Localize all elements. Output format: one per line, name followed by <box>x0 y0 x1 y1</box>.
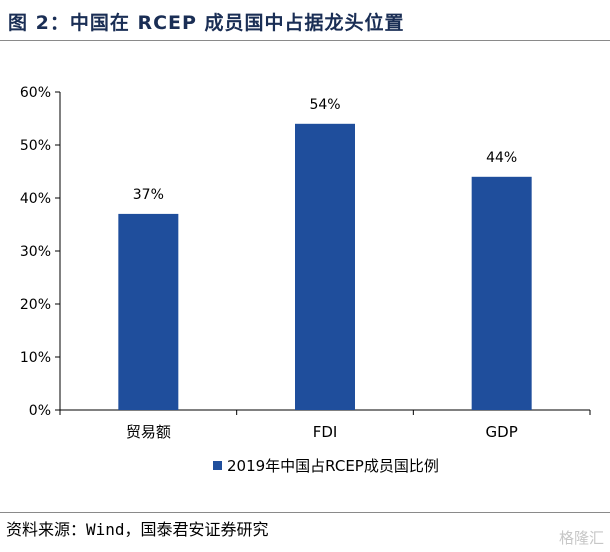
y-tick-label: 20% <box>20 297 51 313</box>
y-tick-label: 60% <box>20 85 51 101</box>
bar-value-label: 44% <box>486 150 517 166</box>
bar-value-label: 54% <box>309 97 340 113</box>
source-note: 资料来源：Wind，国泰君安证券研究 <box>6 520 269 539</box>
bar <box>471 176 532 410</box>
y-tick-label: 10% <box>20 350 51 366</box>
figure-title: 图 2：中国在 RCEP 成员国中占据龙头位置 <box>8 12 405 34</box>
bar <box>118 213 179 410</box>
x-category-label: 贸易额 <box>126 423 171 441</box>
watermark: 格隆汇 <box>558 529 604 547</box>
y-tick-label: 40% <box>20 191 51 207</box>
bar <box>295 123 355 411</box>
bottom-divider <box>0 512 610 513</box>
chart-legend: 2019年中国占RCEP成员国比例 <box>213 455 439 476</box>
legend-swatch <box>213 461 222 470</box>
y-tick-label: 50% <box>20 138 51 154</box>
legend-label: 2019年中国占RCEP成员国比例 <box>227 457 439 475</box>
x-category-label: GDP <box>486 423 518 441</box>
y-tick-label: 0% <box>29 403 51 419</box>
top-divider <box>0 40 610 41</box>
y-tick-label: 30% <box>20 244 51 260</box>
bar-value-label: 37% <box>133 187 164 203</box>
x-category-label: FDI <box>313 423 338 441</box>
